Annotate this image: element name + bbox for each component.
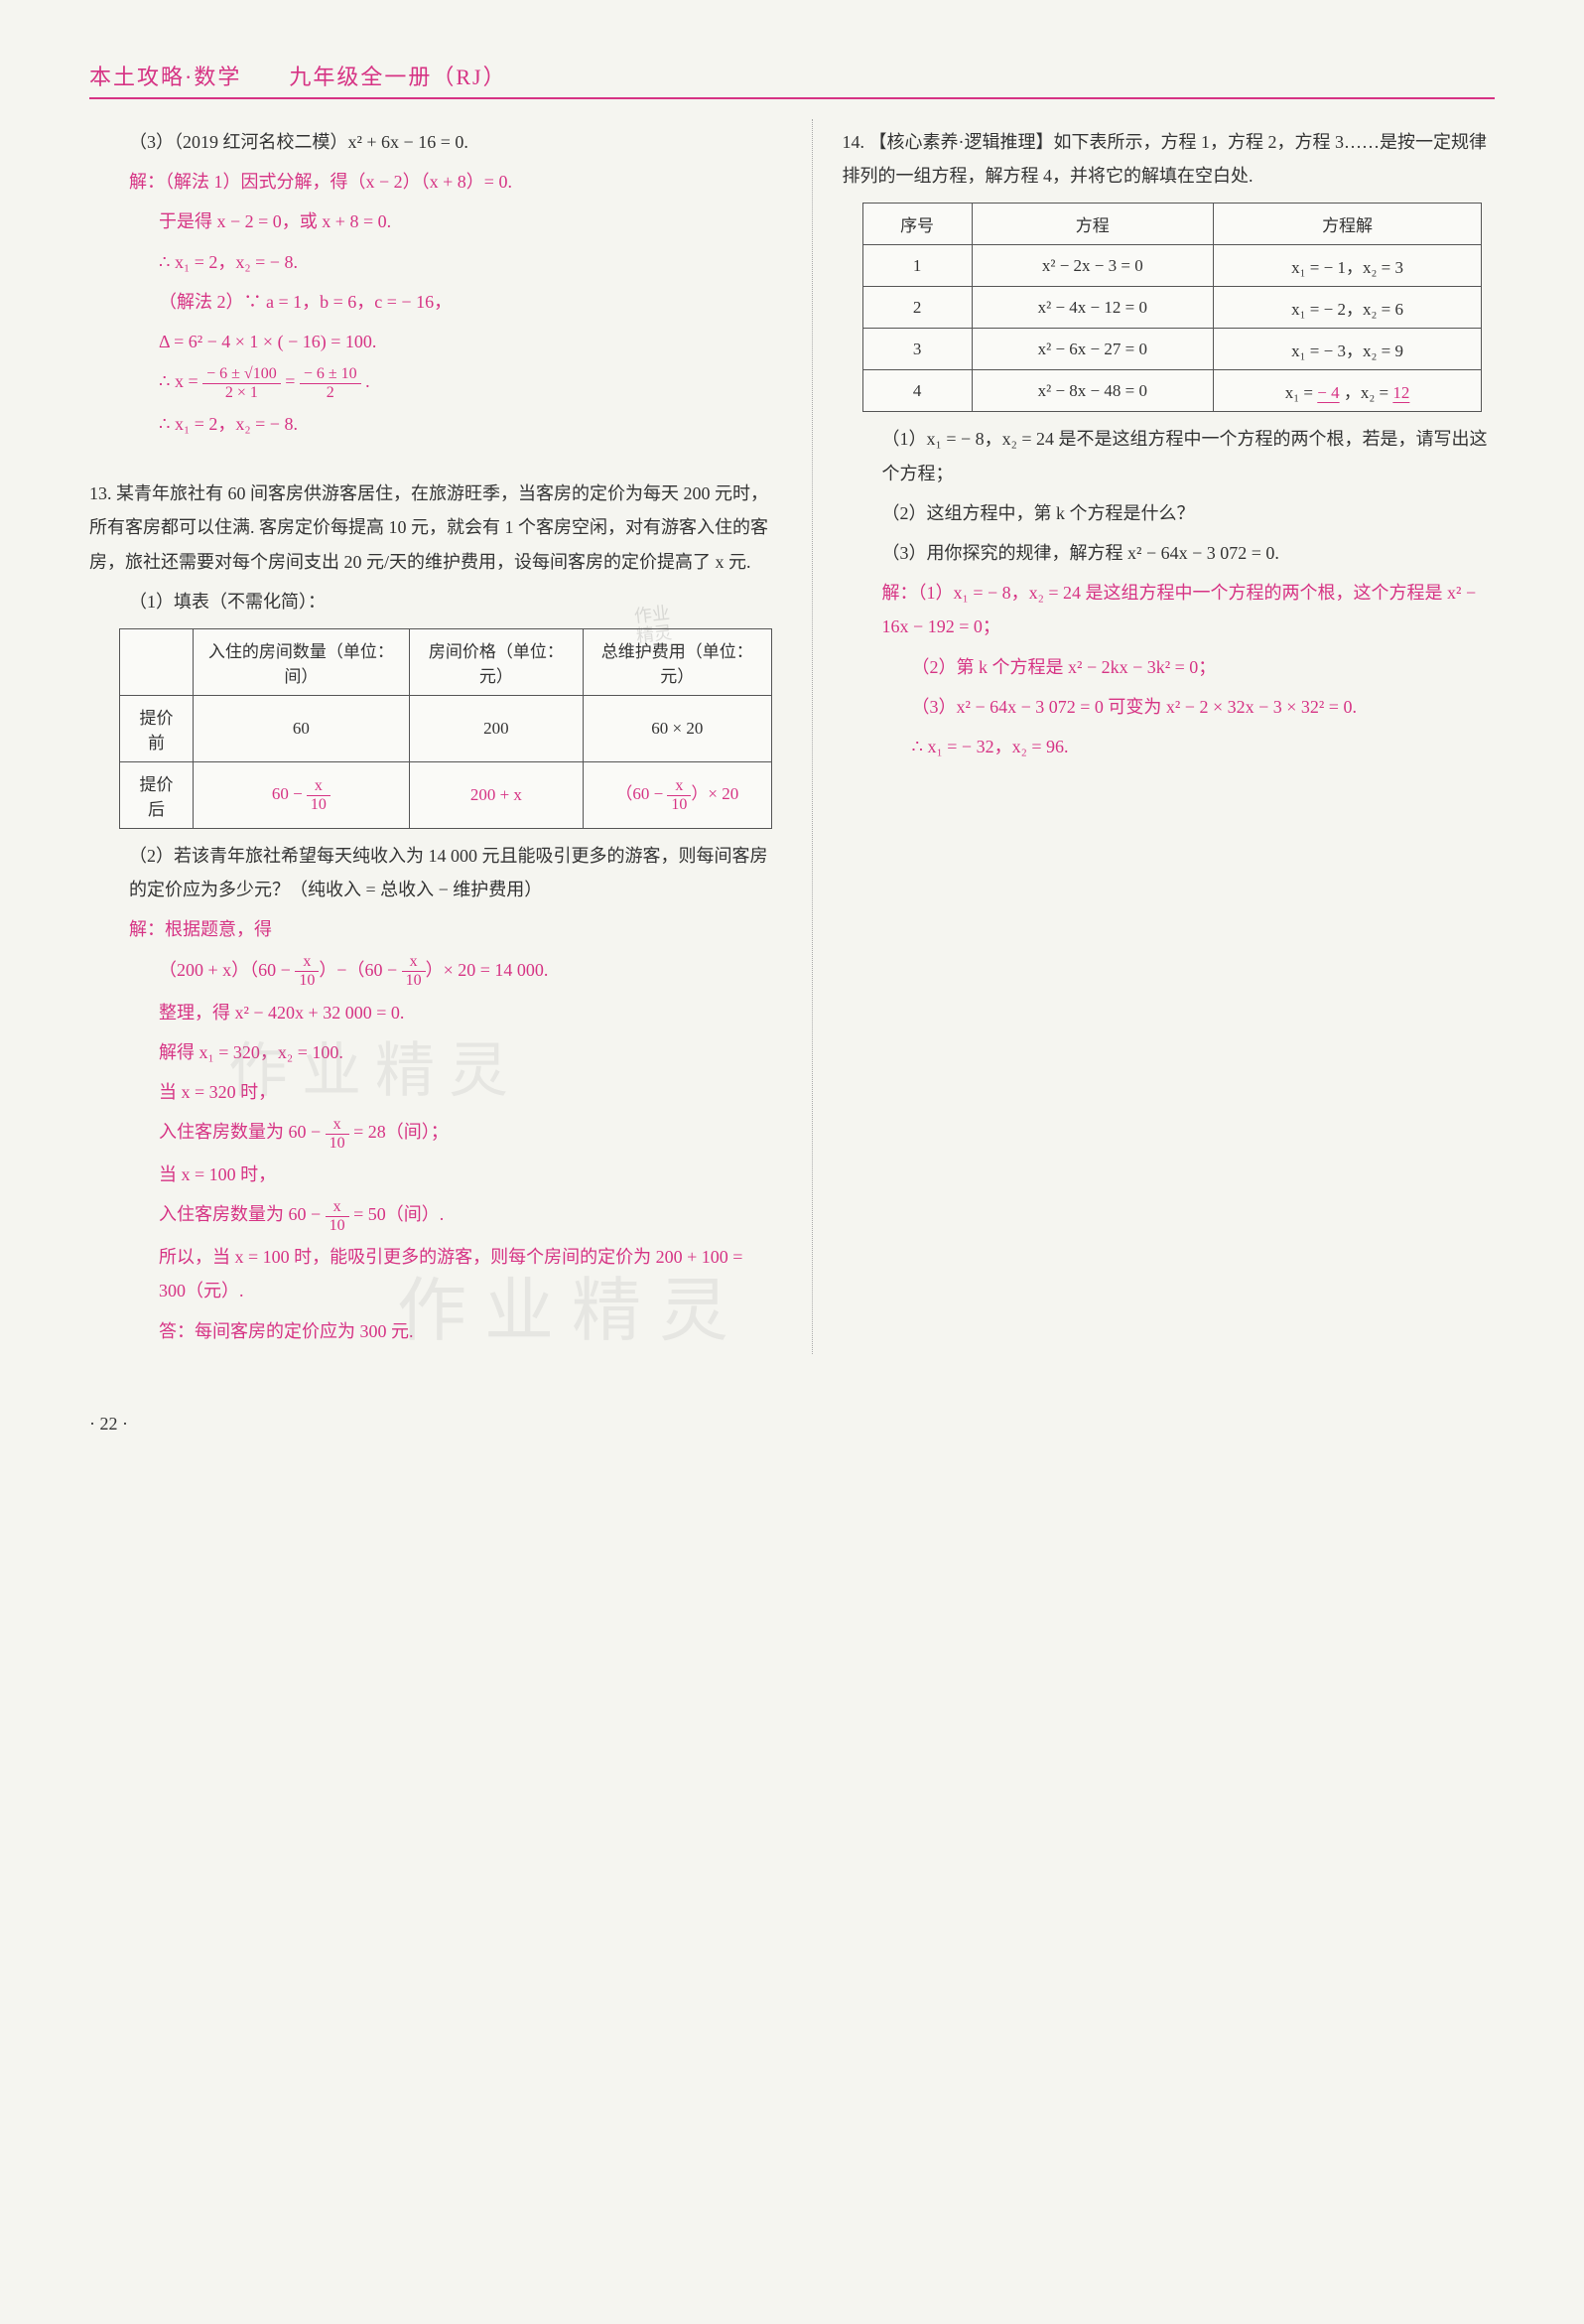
q13-s9: 所以，当 x = 100 时，能吸引更多的游客，则每个房间的定价为 200 + … [89,1240,772,1307]
q13-s3: 整理，得 x² − 420x + 32 000 = 0. [89,996,772,1029]
t1-r2c1: 60 − x10 [194,762,410,829]
q14-number: 14. [843,132,865,152]
t2-r3c2: x² − 6x − 27 = 0 [972,329,1213,370]
t1-h3: 总维护费用（单位：元） [584,629,771,696]
q13-s5: 当 x = 320 时， [89,1075,772,1109]
q13-sub1: （1）填表（不需化简）： [89,585,772,618]
q12-3-s5: Δ = 6² − 4 × 1 × ( − 16) = 100. [89,325,772,358]
t1-r1c2: 200 [409,696,583,762]
left-column: （3）（2019 红河名校二模）x² + 6x − 16 = 0. 解：（解法 … [89,119,772,1354]
page-number: · 22 · [89,1414,1495,1435]
q13-number: 13. [89,483,112,503]
t2-r2c3: x₁ = − 2，x₂ = 6 [1214,287,1482,329]
t1-h0 [120,629,194,696]
q14-s3: （3）x² − 64x − 3 072 = 0 可变为 x² − 2 × 32x… [843,690,1495,724]
q13-s8: 入住客房数量为 60 − x10 = 50（间）. [89,1197,772,1234]
q14-block: 14. 【核心素养·逻辑推理】如下表所示，方程 1，方程 2，方程 3……是按一… [843,125,1495,193]
t2-r4c3: x₁ = − 4 ，x₂ = 12 [1214,370,1482,412]
q12-3-s1: 解：（解法 1）因式分解，得（x − 2）（x + 8）= 0. [89,165,772,199]
q14-sub1: （1）x₁ = − 8，x₂ = 24 是不是这组方程中一个方程的两个根，若是，… [843,422,1495,489]
q13-block: 13. 某青年旅社有 60 间客房供游客居住，在旅游旺季，当客房的定价为每天 2… [89,477,772,579]
q12-3-s7: ∴ x₁ = 2，x₂ = − 8. [89,407,772,441]
t1-r2c3: （60 − x10）× 20 [584,762,771,829]
page-content: （3）（2019 红河名校二模）x² + 6x − 16 = 0. 解：（解法 … [89,119,1495,1354]
q13-table: 入住的房间数量（单位：间） 房间价格（单位：元） 总维护费用（单位：元） 提价前… [119,628,772,829]
t1-r2c0: 提价后 [120,762,194,829]
q13-s1: 解：根据题意，得 [89,912,772,946]
q12-3-s3: ∴ x₁ = 2，x₂ = − 8. [89,245,772,279]
q13-s6: 入住客房数量为 60 − x10 = 28（间）； [89,1115,772,1152]
t2-r2c2: x² − 4x − 12 = 0 [972,287,1213,329]
t2-h1: 序号 [862,204,972,245]
t2-r3c3: x₁ = − 3，x₂ = 9 [1214,329,1482,370]
q14-s2: （2）第 k 个方程是 x² − 2kx − 3k² = 0； [843,650,1495,684]
t1-h1: 入住的房间数量（单位：间） [194,629,410,696]
t2-r1c3: x₁ = − 1，x₂ = 3 [1214,245,1482,287]
q12-3-title: （3）（2019 红河名校二模）x² + 6x − 16 = 0. [89,125,772,159]
q14-sub2: （2）这组方程中，第 k 个方程是什么？ [843,496,1495,530]
t1-h2: 房间价格（单位：元） [409,629,583,696]
t1-r1c0: 提价前 [120,696,194,762]
page-header: 本土攻略·数学 九年级全一册（RJ） [89,60,1495,99]
t1-r1c3: 60 × 20 [584,696,771,762]
q13-sub2: （2）若该青年旅社希望每天纯收入为 14 000 元且能吸引更多的游客，则每间客… [89,839,772,906]
t2-r4c2: x² − 8x − 48 = 0 [972,370,1213,412]
t2-r3c1: 3 [862,329,972,370]
t2-h3: 方程解 [1214,204,1482,245]
q14-s1: 解：（1）x₁ = − 8，x₂ = 24 是这组方程中一个方程的两个根，这个方… [843,576,1495,643]
t2-r1c1: 1 [862,245,972,287]
q13-s10: 答：每间客房的定价应为 300 元. [89,1314,772,1348]
q13-s4: 解得 x₁ = 320，x₂ = 100. [89,1035,772,1069]
t2-r2c1: 2 [862,287,972,329]
q12-3-s4: （解法 2）∵ a = 1，b = 6，c = − 16， [89,285,772,319]
t2-r1c2: x² − 2x − 3 = 0 [972,245,1213,287]
t2-r4c1: 4 [862,370,972,412]
q12-3-s2: 于是得 x − 2 = 0，或 x + 8 = 0. [89,205,772,238]
q14-sub3: （3）用你探究的规律，解方程 x² − 64x − 3 072 = 0. [843,536,1495,570]
q13-s7: 当 x = 100 时， [89,1158,772,1191]
t1-r1c1: 60 [194,696,410,762]
t1-r2c2: 200 + x [409,762,583,829]
q13-s2: （200 + x）（60 − x10）−（60 − x10）× 20 = 14 … [89,953,772,990]
right-column: 14. 【核心素养·逻辑推理】如下表所示，方程 1，方程 2，方程 3……是按一… [812,119,1495,1354]
q14-table: 序号 方程 方程解 1 x² − 2x − 3 = 0 x₁ = − 1，x₂ … [862,203,1483,412]
q12-3-s6: ∴ x = − 6 ± √1002 × 1 = − 6 ± 102 . [89,364,772,401]
q14-s4: ∴ x₁ = − 32，x₂ = 96. [843,730,1495,763]
t2-h2: 方程 [972,204,1213,245]
